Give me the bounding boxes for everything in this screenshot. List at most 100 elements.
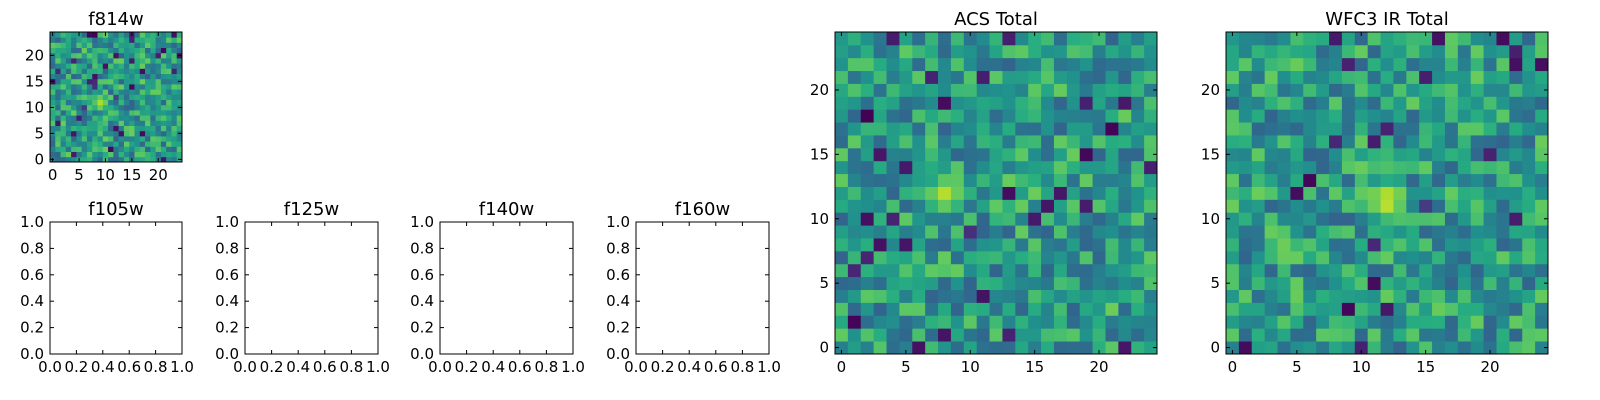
acs-total-pixel	[847, 199, 862, 213]
acs-total-pixel	[1131, 173, 1145, 187]
wfc3-ir-total-pixel	[1264, 160, 1278, 175]
wfc3-ir-total-pixel	[1432, 147, 1446, 162]
acs-total-pixel	[835, 173, 849, 187]
acs-total-pixel	[835, 263, 849, 278]
f814w-pixel	[129, 94, 135, 100]
acs-total-pixel	[1105, 32, 1119, 46]
acs-total-pixel	[1079, 250, 1093, 265]
acs-total-pixel	[1092, 276, 1106, 290]
acs-total-pixel	[1066, 341, 1081, 355]
acs-total-pixel	[1015, 186, 1029, 200]
wfc3-ir-total-pixel	[1509, 83, 1523, 97]
f814w-pixel	[155, 84, 162, 90]
f814w-pixel	[113, 104, 120, 111]
wfc3-ir-total-pixel	[1483, 199, 1497, 213]
wfc3-ir-total-pixel	[1470, 212, 1484, 226]
acs-total-pixel	[1002, 302, 1016, 316]
f814w-pixel	[129, 120, 135, 126]
f814w-pixel	[71, 115, 77, 121]
acs-total-pixel	[1105, 328, 1119, 342]
wfc3-ir-total-pixel	[1226, 173, 1240, 187]
wfc3-ir-total-pixel	[1496, 173, 1510, 187]
acs-total-pixel	[1066, 70, 1081, 84]
f814w-pixel	[118, 156, 125, 163]
wfc3-ir-total-pixel	[1251, 238, 1266, 252]
wfc3-ir-total-pixel	[1419, 341, 1433, 355]
f814w-pixel	[139, 115, 146, 121]
wfc3-ir-total-pixel	[1277, 147, 1291, 162]
wfc3-ir-total-pixel	[1238, 44, 1253, 59]
wfc3-ir-total-pixel	[1251, 276, 1266, 290]
wfc3-ir-total-pixel	[1496, 160, 1510, 175]
acs-total-pixel	[1041, 186, 1055, 200]
wfc3-ir-total-pixel	[1509, 263, 1523, 278]
f814w-pixel	[97, 42, 104, 48]
wfc3-ir-total-pixel	[1393, 147, 1407, 162]
wfc3-ir-total-pixel	[1238, 328, 1253, 342]
wfc3-ir-total-pixel	[1238, 250, 1253, 265]
acs-total-pixel	[912, 44, 926, 59]
wfc3-ir-total-pixel	[1277, 44, 1291, 59]
wfc3-ir-total-pixel	[1316, 57, 1330, 72]
wfc3-ir-total-pixel	[1251, 173, 1266, 187]
wfc3-ir-total-pixel	[1483, 122, 1497, 136]
f814w-pixel	[139, 130, 146, 137]
wfc3-ir-total-pixel	[1419, 276, 1433, 290]
wfc3-ir-total-pixel	[1329, 122, 1343, 136]
acs-total-pixel	[860, 83, 875, 97]
acs-total-pixel	[1053, 341, 1068, 355]
f814w-pixel	[134, 73, 141, 80]
acs-total-pixel	[1028, 135, 1042, 149]
wfc3-ir-total-pixel	[1496, 250, 1510, 265]
f814w-pixel	[76, 110, 83, 116]
f814w-pixel	[118, 63, 125, 69]
f814w-pixel	[118, 130, 125, 137]
wfc3-ir-total-pixel	[1393, 263, 1407, 278]
f814w-pixel	[86, 37, 93, 43]
wfc3-ir-total-pixel	[1264, 173, 1278, 187]
f814w-pixel	[139, 136, 146, 142]
f814w-pixel	[118, 37, 125, 43]
wfc3-ir-total-pixel	[1496, 57, 1510, 72]
acs-total-x-tick-label: 10	[961, 358, 980, 376]
f814w-pixel	[71, 37, 77, 43]
acs-total-pixel	[963, 173, 978, 187]
acs-total-pixel	[950, 44, 965, 59]
f814w-pixel	[81, 110, 88, 116]
wfc3-ir-total-pixel	[1264, 289, 1278, 303]
wfc3-ir-total-pixel	[1535, 212, 1549, 226]
acs-total-pixel	[835, 122, 849, 136]
f814w-pixel	[118, 151, 125, 158]
wfc3-ir-total-pixel	[1444, 70, 1459, 84]
f125w-x-tick-label: 0.6	[313, 358, 337, 376]
wfc3-ir-total-pixel	[1393, 302, 1407, 316]
acs-total-pixel	[912, 109, 926, 123]
acs-total-pixel	[1079, 83, 1093, 97]
acs-total-pixel	[1144, 199, 1158, 213]
wfc3-ir-total-pixel	[1509, 57, 1523, 72]
wfc3-ir-total-pixel	[1251, 250, 1266, 265]
wfc3-ir-total-pixel	[1432, 250, 1446, 265]
acs-total-pixel	[925, 328, 939, 342]
f814w-pixel	[86, 47, 93, 54]
f814w-pixel	[108, 99, 114, 106]
acs-total-pixel	[1144, 186, 1158, 200]
wfc3-ir-total-pixel	[1432, 70, 1446, 84]
wfc3-ir-total-pixel	[1251, 70, 1266, 84]
acs-total-pixel	[860, 263, 875, 278]
f814w-pixel	[123, 68, 130, 74]
acs-total-pixel	[886, 199, 900, 213]
wfc3-ir-total-pixel	[1226, 147, 1240, 162]
f140w-title: f140w	[479, 199, 534, 220]
acs-total-pixel	[963, 109, 978, 123]
acs-total-pixel	[912, 70, 926, 84]
acs-total-pixel	[1041, 70, 1055, 84]
acs-total-pixel	[989, 238, 1003, 252]
f814w-pixel	[55, 136, 61, 142]
f105w-y-tick-label: 0.4	[20, 292, 44, 310]
wfc3-ir-total-axes-frame	[1225, 31, 1549, 355]
wfc3-ir-total-pixel	[1470, 263, 1484, 278]
wfc3-ir-total-pixel	[1470, 44, 1484, 59]
f814w-pixel	[97, 115, 104, 121]
f160w-y-tick-label: 0.0	[606, 345, 630, 363]
